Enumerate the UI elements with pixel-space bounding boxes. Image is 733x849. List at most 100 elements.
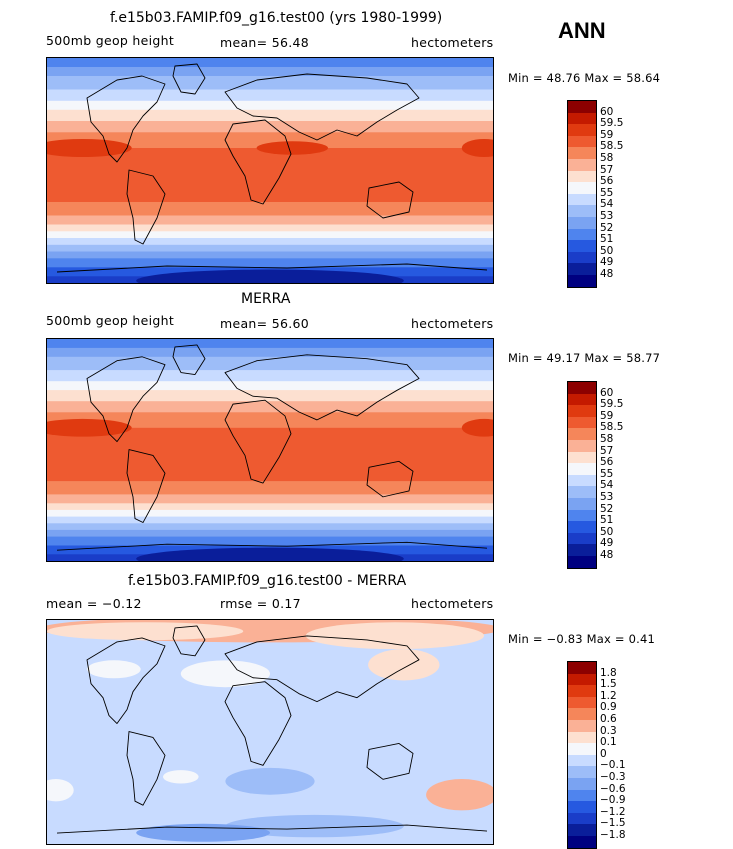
- contour-band: [47, 529, 493, 538]
- colorbar-swatch: [568, 205, 596, 217]
- colorbar-swatch: [568, 555, 596, 568]
- colorbar-swatches: [567, 381, 597, 569]
- coastlines: [56, 344, 488, 551]
- colorbar-swatch: [568, 789, 596, 802]
- colorbar-swatch: [568, 521, 596, 533]
- colorbar-tick-label: 0.6: [600, 713, 617, 725]
- contour-band: [47, 148, 493, 203]
- coastlines: [56, 63, 488, 273]
- contour-band: [47, 622, 244, 641]
- colorbar-tick-label: −1.2: [600, 805, 626, 818]
- colorbar-tick-label: 54: [600, 479, 614, 492]
- colorbar-swatch: [568, 228, 596, 241]
- colorbar-tick-label: 0.3: [600, 724, 617, 737]
- colorbar-tick-label: 59: [600, 128, 614, 141]
- colorbar-tick-label: −1.8: [600, 829, 626, 841]
- contour-band: [47, 231, 493, 240]
- colorbar-swatch: [568, 544, 596, 556]
- colorbar-tick-label: 60: [600, 105, 614, 118]
- colorbar-tick-label: 54: [600, 198, 614, 211]
- contour-band: [461, 139, 493, 157]
- colorbar-tick-label: 60: [600, 386, 614, 399]
- coastline: [172, 344, 206, 375]
- colorbar-tick-label: 51: [600, 514, 614, 527]
- colorbar-swatch: [568, 754, 596, 767]
- panel-1-units-label: hectometers: [411, 35, 494, 50]
- contour-band: [47, 121, 493, 134]
- colorbar-tick-label: 56: [600, 456, 614, 469]
- colorbar-tick-label: 58.5: [600, 140, 624, 153]
- contour-band: [47, 238, 493, 246]
- colorbar-tick-label: 59.5: [600, 398, 624, 411]
- colorbar-tick-label: 55: [600, 186, 614, 199]
- coastline: [126, 731, 166, 806]
- colorbar-swatch: [568, 719, 596, 732]
- contour-band: [426, 779, 493, 811]
- contour-band: [47, 347, 493, 358]
- contour-band: [47, 109, 493, 123]
- contour-band: [47, 418, 132, 437]
- contour-field: [47, 620, 493, 844]
- contour-band: [305, 622, 485, 650]
- panel-2-mean-label: mean= 56.60: [220, 316, 309, 331]
- colorbar-tick-label: 49: [600, 537, 614, 550]
- coastline: [126, 449, 166, 523]
- panel-1-title: f.e15b03.FAMIP.f09_g16.test00 (yrs 1980-…: [110, 10, 443, 26]
- contour-band: [47, 509, 493, 518]
- colorbar-tick-label: 50: [600, 244, 614, 257]
- contour-band: [47, 370, 493, 383]
- colorbar-swatches: [567, 661, 597, 849]
- colorbar-swatch: [568, 451, 596, 464]
- colorbar-swatch: [568, 708, 596, 720]
- coastline: [86, 75, 166, 163]
- colorbar-tick-label: 58.5: [600, 421, 624, 434]
- contour-band: [256, 141, 328, 155]
- colorbar-swatch: [568, 685, 596, 697]
- coastline: [224, 119, 292, 205]
- contour-band: [47, 202, 493, 217]
- colorbar-tick-label: 51: [600, 233, 614, 246]
- contour-band: [163, 770, 199, 784]
- coastline: [224, 399, 292, 484]
- colorbar-swatch: [568, 382, 596, 394]
- colorbar-swatch: [568, 662, 596, 674]
- contour-band: [47, 58, 493, 68]
- coastline: [172, 63, 206, 95]
- colorbar-tick-label: 48: [600, 268, 614, 280]
- colorbar-tick-label: −0.1: [600, 759, 626, 772]
- colorbar-tick-label: 0.9: [600, 701, 617, 714]
- panel-2-title: MERRA: [241, 291, 291, 307]
- contour-band: [47, 779, 74, 802]
- colorbar-tick-label: 57: [600, 163, 614, 176]
- contour-band: [87, 660, 141, 679]
- colorbar-swatch: [568, 743, 596, 755]
- colorbar-tick-label: 50: [600, 525, 614, 538]
- contour-band: [47, 381, 493, 392]
- panel-2-units-label: hectometers: [411, 316, 494, 331]
- contour-band: [47, 89, 493, 102]
- colorbar-swatch: [568, 731, 596, 744]
- panel-3-mean-label: mean = −0.12: [46, 596, 142, 611]
- colorbar-swatch: [568, 263, 596, 275]
- colorbar-swatch: [568, 158, 596, 171]
- contour-band: [47, 76, 493, 91]
- colorbar-tick-label: 53: [600, 491, 614, 503]
- colorbar-swatch: [568, 474, 596, 487]
- colorbar-tick-label: 52: [600, 221, 614, 234]
- contour-band: [136, 269, 404, 283]
- contour-band: [47, 401, 493, 414]
- contour-band: [47, 100, 493, 111]
- contour-band: [180, 660, 270, 688]
- coastline: [86, 356, 166, 443]
- coastline: [224, 354, 420, 421]
- contour-band: [47, 139, 132, 157]
- contour-band: [47, 503, 493, 511]
- colorbar-tick-label: −0.3: [600, 771, 626, 783]
- colorbar-swatch: [568, 405, 596, 417]
- colorbar-tick-label: 48: [600, 549, 614, 561]
- coastline: [366, 181, 414, 219]
- colorbar-swatch: [568, 124, 596, 136]
- contour-band: [47, 258, 493, 269]
- colorbar-swatch: [568, 393, 596, 406]
- coastline: [224, 73, 420, 141]
